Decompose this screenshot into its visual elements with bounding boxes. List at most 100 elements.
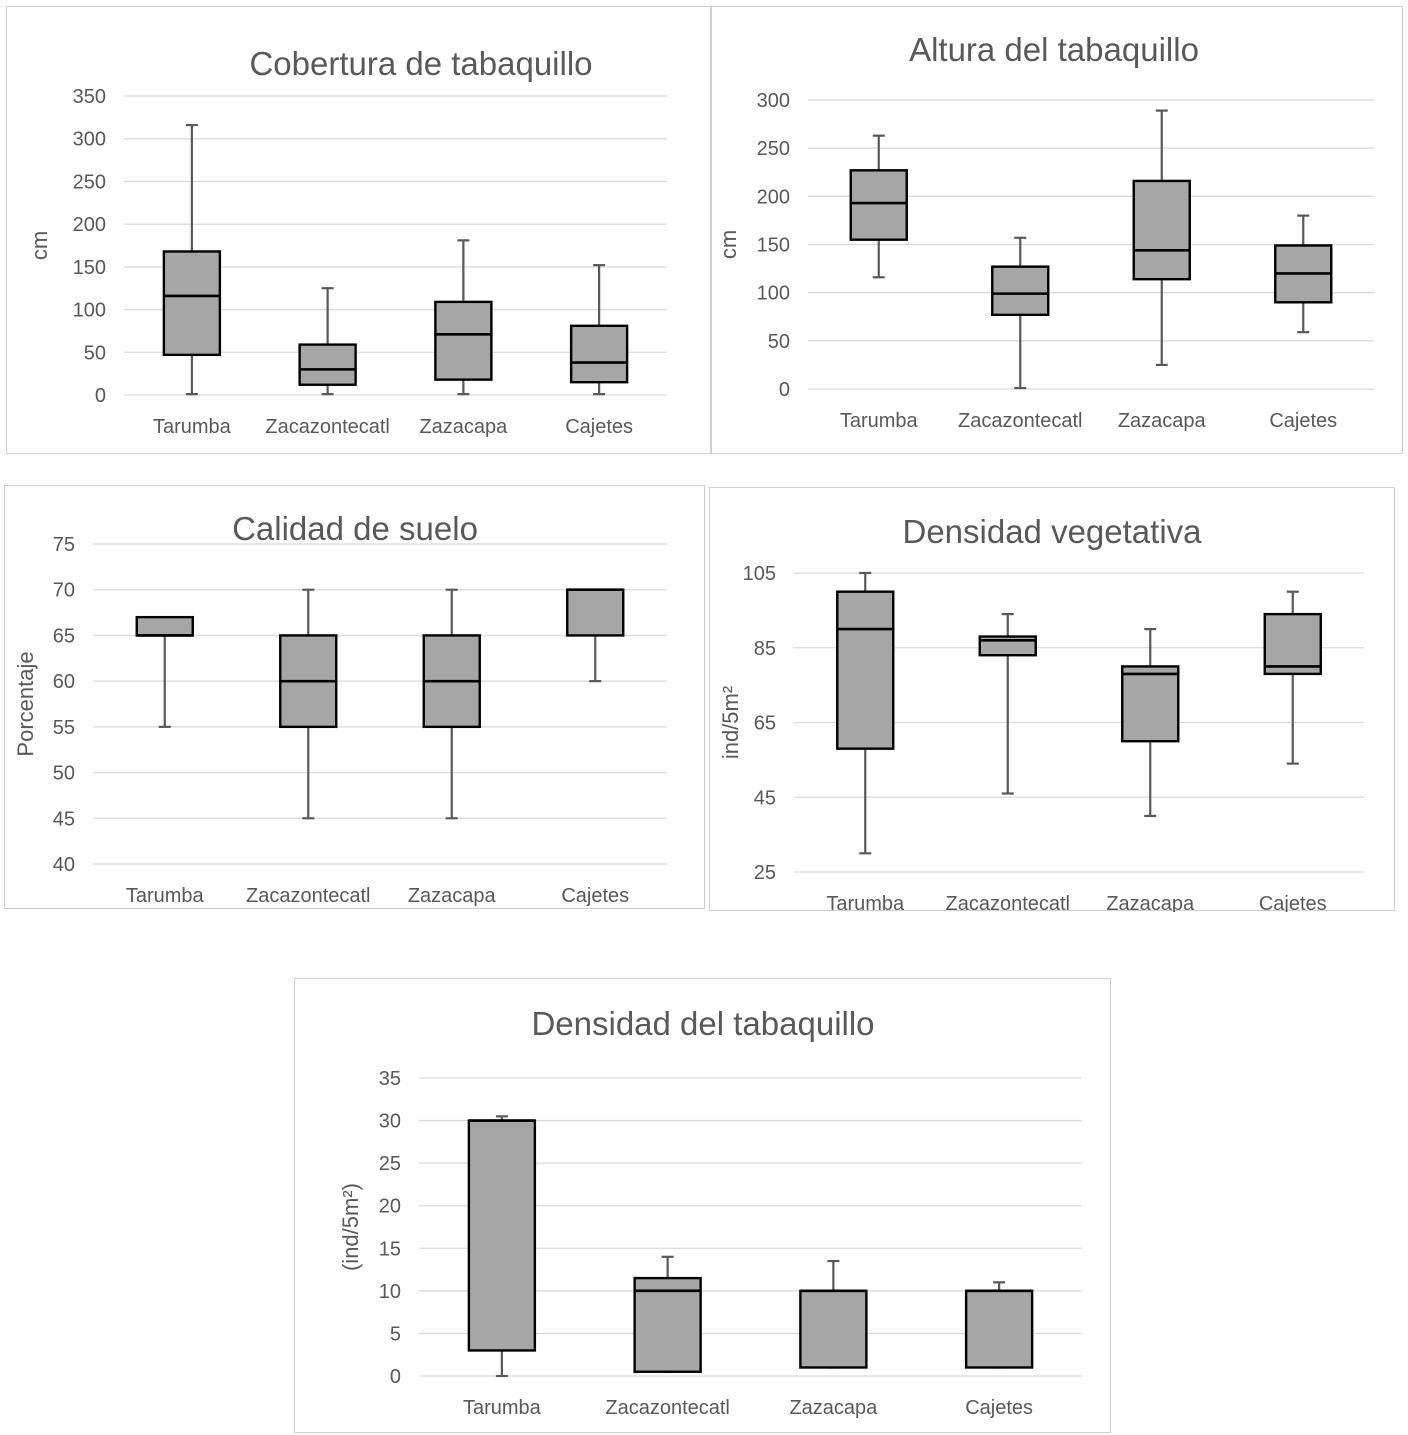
chart-title: Densidad vegetativa (902, 513, 1202, 550)
y-tick-label: 100 (73, 300, 106, 322)
chart-panel-densidad-vegetativa: Densidad vegetativa 25 45 65 85 105 ind/5m² Tar… (709, 487, 1395, 912)
y-tick-label: 55 (53, 717, 75, 739)
box-body (849, 169, 908, 241)
x-tick-label: Zacazontecatl (605, 1397, 730, 1419)
x-tick-label: Cajetes (1269, 410, 1337, 432)
box-tarumba (836, 571, 895, 855)
box-body (1121, 665, 1180, 743)
y-axis-label: ind/5m² (718, 686, 743, 759)
x-tick-label: Zacazontecatl (958, 410, 1083, 432)
y-tick-label: 65 (53, 625, 75, 647)
y-tick-label: 150 (73, 257, 106, 279)
x-tick-label: Cajetes (561, 885, 629, 907)
chart-title: Altura del tabaquillo (909, 31, 1199, 68)
box-zacazontecatl (978, 613, 1037, 795)
box-cajetes (569, 264, 629, 396)
box-cajetes (1274, 214, 1333, 334)
y-tick-label: 35 (379, 1068, 401, 1090)
y-tick-label: 350 (73, 86, 106, 108)
x-tick-label: Cajetes (565, 416, 633, 438)
x-tick-label: Tarumba (463, 1397, 542, 1419)
x-tick-label: Tarumba (126, 885, 205, 907)
y-tick-label: 5 (390, 1323, 401, 1345)
y-tick-label: 10 (379, 1281, 401, 1303)
y-tick-label: 100 (757, 283, 790, 305)
y-tick-label: 0 (390, 1366, 401, 1388)
box-body (162, 250, 222, 357)
box-zacazontecatl (279, 588, 338, 820)
y-axis-label: cm (27, 231, 52, 260)
box-zazacapa (422, 588, 481, 820)
chart-panel-cobertura: Cobertura de tabaquillo 0 50 100 150 200 250 30… (6, 6, 711, 454)
x-tick-label: Zazacapa (1106, 893, 1195, 912)
box-zazacapa (1121, 627, 1180, 818)
y-tick-label: 30 (379, 1111, 401, 1133)
x-tick-label: Tarumba (826, 893, 905, 912)
y-tick-label: 50 (53, 763, 75, 785)
y-axis-label: (ind/5m²) (338, 1183, 363, 1271)
y-tick-label: 45 (53, 808, 75, 830)
chart-panel-densidad-tabaquillo: Densidad del tabaquillo 0 5 10 15 20 25 30 35 (in… (294, 978, 1111, 1433)
y-tick-label: 50 (84, 342, 106, 364)
box-body (1132, 179, 1191, 281)
chart-svg-cobertura: Cobertura de tabaquillo 0 50 100 150 200 250 30… (27, 45, 667, 438)
y-tick-label: 20 (379, 1196, 401, 1218)
chart-svg-densidad-vegetativa: Densidad vegetativa 25 45 65 85 105 ind/5m² Tar… (718, 513, 1364, 912)
box-cajetes (1263, 590, 1322, 765)
box-cajetes (566, 588, 625, 683)
box-body (633, 1276, 702, 1373)
y-tick-label: 150 (757, 235, 790, 257)
y-tick-label: 300 (757, 90, 790, 112)
chart-title: Densidad del tabaquillo (531, 1005, 874, 1042)
y-tick-label: 200 (757, 186, 790, 208)
box-body (135, 615, 194, 637)
x-tick-label: Cajetes (1259, 893, 1327, 912)
y-tick-label: 85 (754, 638, 776, 660)
box-zazacapa (1132, 109, 1191, 367)
box-body (799, 1289, 868, 1369)
y-tick-label: 25 (754, 862, 776, 884)
box-body (298, 343, 357, 386)
chart-svg-calidad-suelo: Calidad de suelo 40 45 50 55 60 65 70 75 Porcenta… (13, 510, 667, 907)
chart-svg-densidad-tabaquillo: Densidad del tabaquillo 0 5 10 15 20 25 30 35 (in… (338, 1005, 1082, 1419)
y-tick-label: 300 (73, 129, 106, 151)
y-tick-label: 75 (53, 534, 75, 556)
y-axis-label: Porcentaje (13, 651, 38, 756)
chart-title: Calidad de suelo (232, 510, 478, 547)
y-tick-label: 70 (53, 580, 75, 602)
x-tick-label: Tarumba (840, 410, 919, 432)
x-tick-label: Zazacapa (1118, 410, 1207, 432)
x-tick-label: Tarumba (153, 416, 232, 438)
box-zacazontecatl (633, 1255, 702, 1373)
box-tarumba (162, 123, 222, 396)
y-tick-label: 15 (379, 1238, 401, 1260)
x-tick-label: Zazacapa (408, 885, 497, 907)
x-tick-label: Zacazontecatl (246, 885, 371, 907)
box-body (467, 1119, 537, 1352)
chart-svg-altura: Altura del tabaquillo 0 50 100 150 200 250 300 c… (716, 31, 1374, 432)
box-cajetes (964, 1281, 1034, 1369)
y-tick-label: 250 (757, 138, 790, 160)
y-tick-label: 0 (779, 379, 790, 401)
y-tick-label: 45 (754, 787, 776, 809)
box-zacazontecatl (298, 287, 357, 396)
y-tick-label: 200 (73, 214, 106, 236)
y-tick-label: 25 (379, 1153, 401, 1175)
y-axis-label: cm (716, 230, 741, 259)
box-body (569, 324, 629, 384)
y-tick-label: 40 (53, 854, 75, 876)
chart-title: Cobertura de tabaquillo (249, 45, 592, 82)
x-tick-label: Cajetes (965, 1397, 1033, 1419)
x-tick-label: Zazacapa (789, 1397, 878, 1419)
x-tick-label: Zacazontecatl (265, 416, 390, 438)
y-tick-label: 60 (53, 671, 75, 693)
box-tarumba (135, 615, 194, 728)
box-body (836, 590, 895, 750)
box-body (964, 1289, 1034, 1369)
box-tarumba (849, 134, 908, 279)
box-body (566, 588, 625, 637)
y-tick-label: 0 (95, 385, 106, 407)
box-tarumba (467, 1115, 537, 1378)
x-tick-label: Zacazontecatl (945, 893, 1070, 912)
chart-panel-altura: Altura del tabaquillo 0 50 100 150 200 250 300 c… (711, 6, 1403, 454)
